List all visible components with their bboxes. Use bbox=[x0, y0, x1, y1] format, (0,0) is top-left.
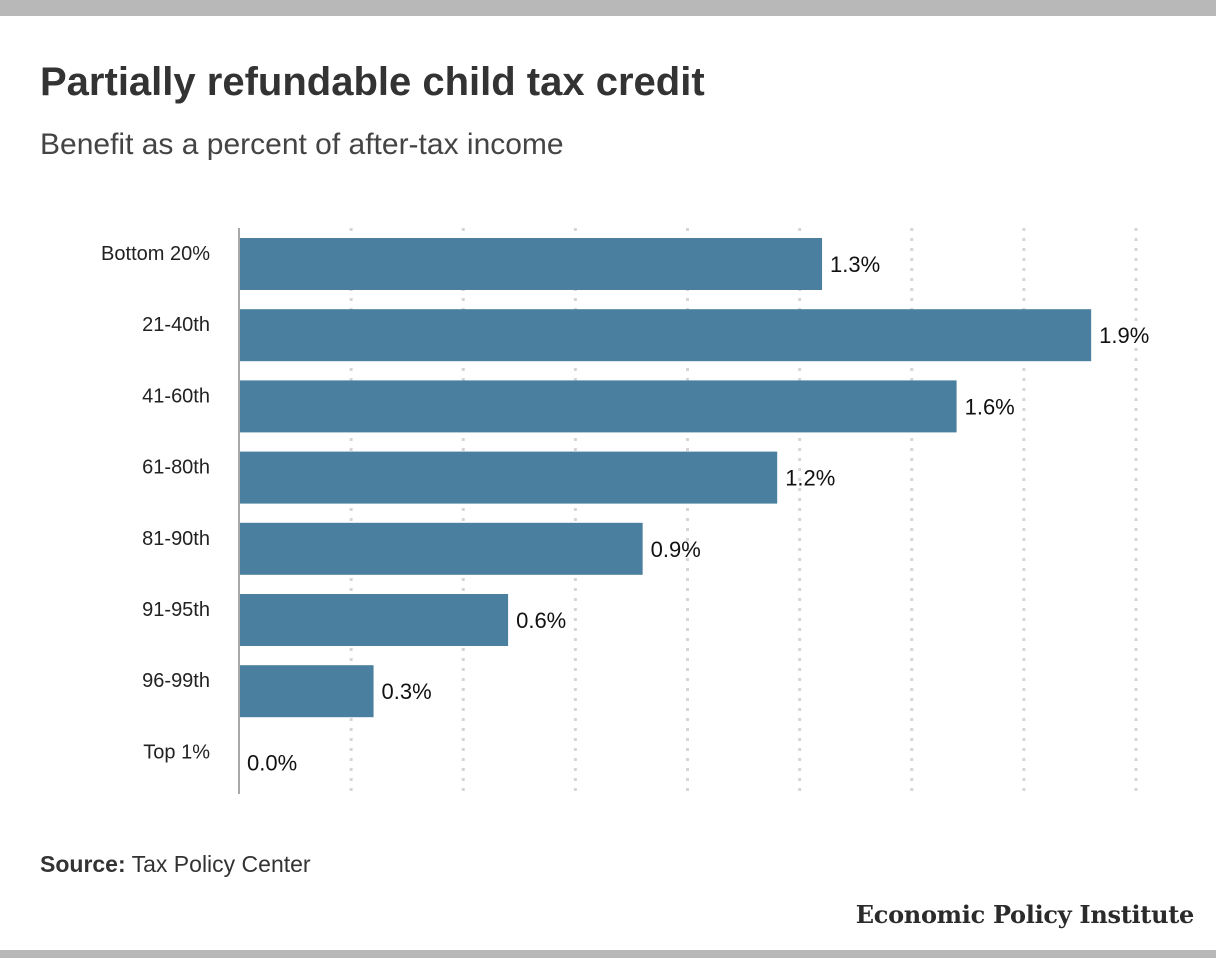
category-label: 96-99th bbox=[142, 670, 210, 692]
bar-5 bbox=[239, 594, 509, 646]
source-text: Tax Policy Center bbox=[131, 851, 311, 877]
category-label: 61-80th bbox=[142, 457, 210, 479]
labels: Bottom 20% 1.3% 21-40th 1.9% 41-60th 1.6% 61-8… bbox=[101, 243, 1149, 775]
chart-subtitle: Benefit as a percent of after-tax income bbox=[40, 128, 564, 161]
epi-logo-text: Economic Policy Institute bbox=[855, 900, 1195, 929]
category-label: 81-90th bbox=[142, 528, 210, 550]
value-label: 0.9% bbox=[651, 537, 701, 562]
bars bbox=[239, 238, 1092, 718]
category-label: Bottom 20% bbox=[101, 243, 210, 265]
value-label: 1.3% bbox=[830, 252, 880, 277]
bar-6 bbox=[239, 665, 374, 718]
gridlines bbox=[349, 228, 1138, 794]
category-label: 91-95th bbox=[142, 599, 210, 621]
category-label: Top 1% bbox=[143, 741, 210, 763]
value-label: 1.2% bbox=[785, 466, 835, 491]
source-note: Source: Tax Policy Center bbox=[40, 851, 311, 878]
top-border bbox=[0, 0, 1216, 16]
value-label: 0.6% bbox=[516, 608, 566, 633]
category-label: 41-60th bbox=[142, 385, 210, 407]
bottom-border bbox=[0, 950, 1216, 958]
value-label: 1.6% bbox=[965, 394, 1015, 419]
category-label: 21-40th bbox=[142, 314, 210, 336]
value-label: 0.3% bbox=[382, 679, 432, 704]
bar-4 bbox=[239, 522, 643, 575]
source-label: Source: bbox=[40, 851, 126, 877]
value-label: 0.0% bbox=[247, 750, 297, 775]
value-label: 1.9% bbox=[1099, 323, 1149, 348]
chart-title: Partially refundable child tax credit bbox=[40, 60, 705, 104]
bar-2 bbox=[239, 380, 957, 433]
bar-3 bbox=[239, 451, 778, 504]
bar-1 bbox=[239, 309, 1092, 362]
bar-0 bbox=[239, 238, 823, 290]
